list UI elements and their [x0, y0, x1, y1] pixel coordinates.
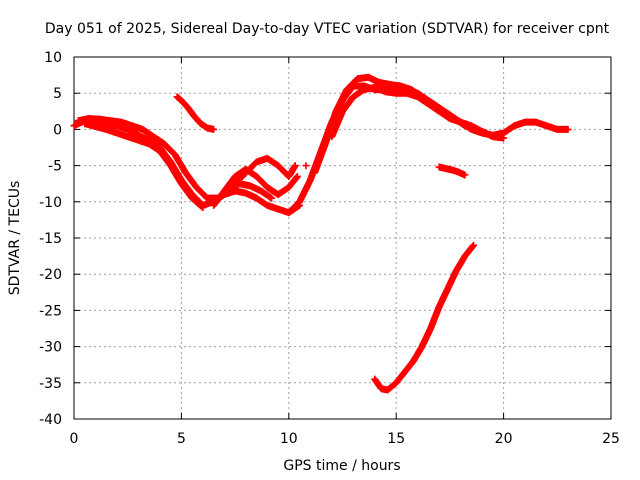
data-point — [210, 125, 218, 133]
data-point — [302, 162, 310, 170]
y-tick-label: -35 — [39, 376, 62, 392]
series-track-short-b — [231, 154, 299, 188]
y-tick-label: -30 — [39, 340, 62, 356]
data-point — [293, 172, 301, 180]
series-track-main-c — [81, 120, 207, 212]
series-track-main-b — [74, 115, 276, 202]
data-point — [564, 125, 572, 133]
data-point — [470, 241, 478, 249]
x-axis-label: GPS time / hours — [283, 458, 400, 474]
series-track-low — [371, 241, 478, 394]
x-tick-label: 0 — [70, 431, 79, 447]
y-tick-label: 5 — [53, 86, 62, 102]
data-point — [500, 134, 508, 142]
data-point — [268, 194, 276, 202]
series-track-isolated — [302, 162, 310, 170]
x-tick-label: 10 — [280, 431, 298, 447]
y-tick-label: -40 — [39, 412, 62, 428]
x-tick-label: 20 — [495, 431, 513, 447]
series-track-mid — [435, 163, 469, 179]
y-tick-label: 0 — [53, 122, 62, 138]
y-tick-label: -20 — [39, 267, 62, 283]
series-track-rise-c — [328, 83, 508, 142]
y-tick-label: -25 — [39, 303, 62, 319]
data-point — [291, 162, 299, 170]
series-track-early — [173, 93, 218, 133]
y-tick-label: -5 — [48, 159, 62, 175]
data-point — [461, 171, 469, 179]
y-axis-label: SDTVAR / TECUs — [7, 181, 23, 296]
chart-title: Day 051 of 2025, Sidereal Day-to-day VTE… — [45, 21, 610, 37]
y-tick-label: -15 — [39, 231, 62, 247]
data-point — [198, 203, 206, 211]
x-tick-label: 5 — [177, 431, 186, 447]
y-tick-label: -10 — [39, 195, 62, 211]
y-tick-label: 10 — [44, 50, 62, 66]
grid — [74, 57, 611, 419]
data-marks — [70, 73, 572, 394]
x-tick-label: 15 — [387, 431, 405, 447]
data-point — [199, 204, 207, 212]
x-tick-label: 25 — [602, 431, 620, 447]
axis-ticks: 0 5 10 15 20 25 10 5 0 -5 -10 -15 -20 -25 -30 -35 -40 — [39, 50, 620, 447]
